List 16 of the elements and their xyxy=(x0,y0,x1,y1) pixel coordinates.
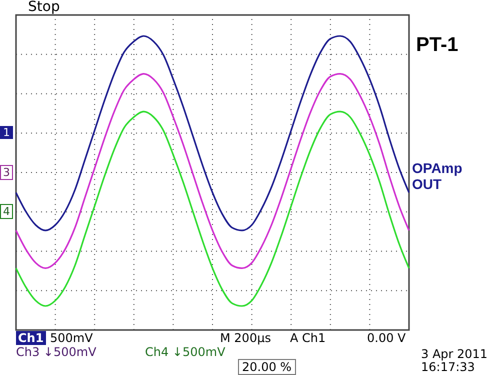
text: 1 xyxy=(0,126,13,139)
text: 16:17:33 xyxy=(421,360,475,374)
text: Stop xyxy=(28,0,60,15)
text: 20.00 % xyxy=(238,359,296,375)
text: 0.00 V xyxy=(367,331,406,345)
text: OPAmp OUT xyxy=(412,160,464,192)
text: 4 xyxy=(0,204,13,219)
text: M 200µs xyxy=(220,331,271,345)
text: 3 Apr 2011 xyxy=(421,347,488,361)
chart-title: PT-1 xyxy=(416,34,458,57)
text: Ch3 ↓500mV xyxy=(16,345,96,359)
text: 500mV xyxy=(50,331,93,345)
text: Ch4 ↓500mV xyxy=(145,345,226,359)
text: A Ch1 xyxy=(290,331,326,345)
text: 3 xyxy=(0,165,13,180)
text: Ch1 xyxy=(16,331,46,345)
